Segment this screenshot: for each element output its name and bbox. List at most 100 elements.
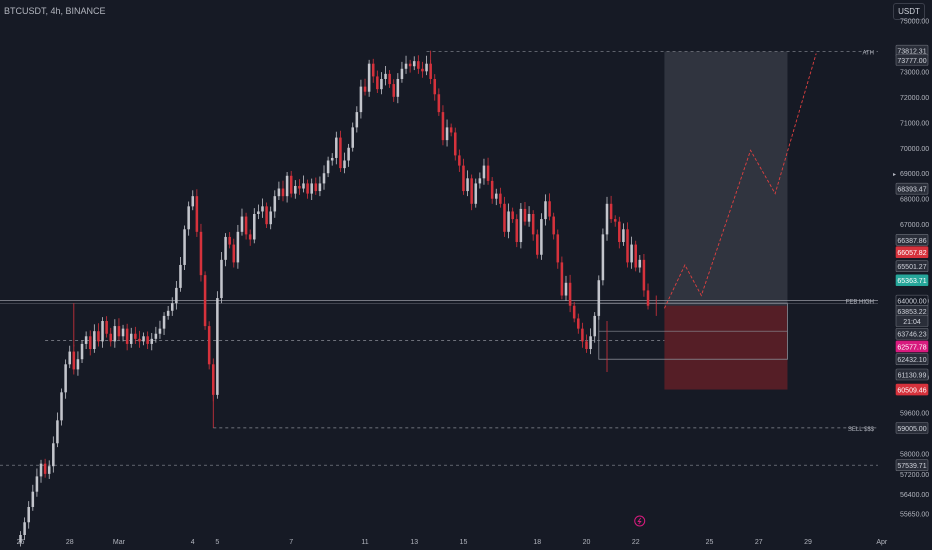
price-label: 21:04 bbox=[903, 319, 921, 326]
candle-body bbox=[494, 193, 498, 199]
candle-body bbox=[540, 219, 543, 255]
candle bbox=[556, 229, 560, 269]
price-label: 66057.82 bbox=[897, 250, 926, 257]
candle-body bbox=[318, 183, 322, 192]
candle bbox=[261, 198, 264, 218]
candle bbox=[638, 255, 642, 273]
price-label-box bbox=[895, 459, 929, 471]
candle bbox=[339, 130, 342, 172]
symbol-title: BTCUSDT, 4h, BINANCE bbox=[4, 6, 106, 16]
candle bbox=[232, 238, 236, 268]
candle bbox=[170, 297, 174, 316]
candle-body bbox=[298, 185, 301, 189]
candle bbox=[412, 56, 416, 71]
price-label: 57539.71 bbox=[897, 463, 926, 470]
candle bbox=[39, 459, 43, 483]
candle bbox=[273, 190, 277, 218]
candle bbox=[453, 127, 457, 161]
date-tick: 15 bbox=[460, 539, 468, 546]
candle-body bbox=[117, 326, 121, 337]
price-label: 73812.31 bbox=[897, 49, 926, 56]
candle-body bbox=[170, 303, 174, 311]
candle-body bbox=[93, 331, 96, 350]
price-label-box bbox=[895, 233, 929, 246]
candle bbox=[306, 179, 309, 199]
candle bbox=[462, 158, 465, 195]
candle-body bbox=[638, 259, 642, 268]
date-tick: 13 bbox=[410, 539, 418, 546]
candle-body bbox=[240, 216, 244, 232]
candle-body bbox=[519, 208, 523, 243]
candle bbox=[490, 177, 494, 204]
candle bbox=[552, 212, 555, 240]
candle-body bbox=[437, 94, 441, 113]
candle-body bbox=[277, 188, 281, 197]
candle bbox=[60, 388, 63, 426]
candle-body bbox=[339, 137, 342, 169]
candle-body bbox=[23, 522, 26, 535]
candle-body bbox=[560, 262, 564, 296]
candle bbox=[68, 345, 71, 369]
candle-body bbox=[408, 63, 412, 67]
candle bbox=[392, 79, 396, 102]
candle-body bbox=[441, 112, 445, 141]
candle-body bbox=[622, 229, 625, 243]
candle bbox=[294, 180, 297, 199]
replay-icon-bolt bbox=[637, 517, 642, 525]
candle-body bbox=[630, 244, 633, 263]
candle bbox=[351, 122, 354, 152]
candle-body bbox=[404, 63, 408, 69]
candle bbox=[466, 170, 469, 197]
candle bbox=[76, 351, 80, 376]
level-label: ATH bbox=[862, 51, 874, 57]
candle-body bbox=[474, 183, 478, 204]
candle-body bbox=[511, 211, 514, 220]
candle-body bbox=[162, 315, 166, 329]
candle-body bbox=[396, 78, 400, 97]
price-tick: 56400.00 bbox=[900, 492, 929, 499]
candle bbox=[388, 70, 391, 88]
candle-body bbox=[248, 234, 252, 240]
candle-body bbox=[646, 290, 650, 306]
date-tick: 18 bbox=[533, 539, 541, 546]
candle bbox=[560, 256, 564, 300]
time-axis: 26 28 Mar 4 5 7 11 13 15 18 20 22 25 27 29 Apr bbox=[17, 539, 888, 546]
candle-body bbox=[76, 359, 80, 370]
candle-body bbox=[355, 112, 359, 128]
candle bbox=[622, 223, 625, 246]
candle-body bbox=[642, 259, 646, 291]
candle-body bbox=[527, 214, 531, 222]
candle-body bbox=[593, 315, 596, 337]
price-tick: 55650.00 bbox=[900, 511, 929, 518]
candle-body bbox=[35, 476, 39, 492]
candle bbox=[281, 180, 285, 202]
candle-body bbox=[359, 86, 363, 113]
candle-body bbox=[224, 236, 227, 260]
date-tick: 27 bbox=[755, 539, 763, 546]
price-label: 62577.78 bbox=[897, 344, 926, 351]
candle bbox=[384, 65, 387, 86]
candle-body bbox=[97, 331, 100, 342]
candle-body bbox=[499, 193, 502, 204]
candle bbox=[380, 72, 383, 95]
price-tick: 73000.00 bbox=[900, 69, 929, 76]
candle bbox=[228, 232, 231, 249]
candle-body bbox=[347, 147, 350, 161]
candle bbox=[224, 233, 227, 267]
projection-path bbox=[664, 53, 817, 309]
date-tick: 7 bbox=[289, 539, 293, 546]
candle bbox=[536, 229, 539, 259]
candle bbox=[175, 281, 178, 310]
candle-body bbox=[400, 68, 404, 79]
price-label: 73777.00 bbox=[897, 58, 926, 65]
candle-body bbox=[552, 216, 555, 235]
date-tick: Mar bbox=[113, 539, 126, 546]
candle-body bbox=[285, 175, 289, 197]
price-label: 65501.27 bbox=[897, 264, 926, 271]
candle bbox=[482, 158, 486, 185]
candle bbox=[203, 271, 207, 330]
currency-selector[interactable]: USDT bbox=[893, 3, 925, 20]
candle-body bbox=[609, 203, 613, 220]
candle bbox=[80, 340, 84, 364]
